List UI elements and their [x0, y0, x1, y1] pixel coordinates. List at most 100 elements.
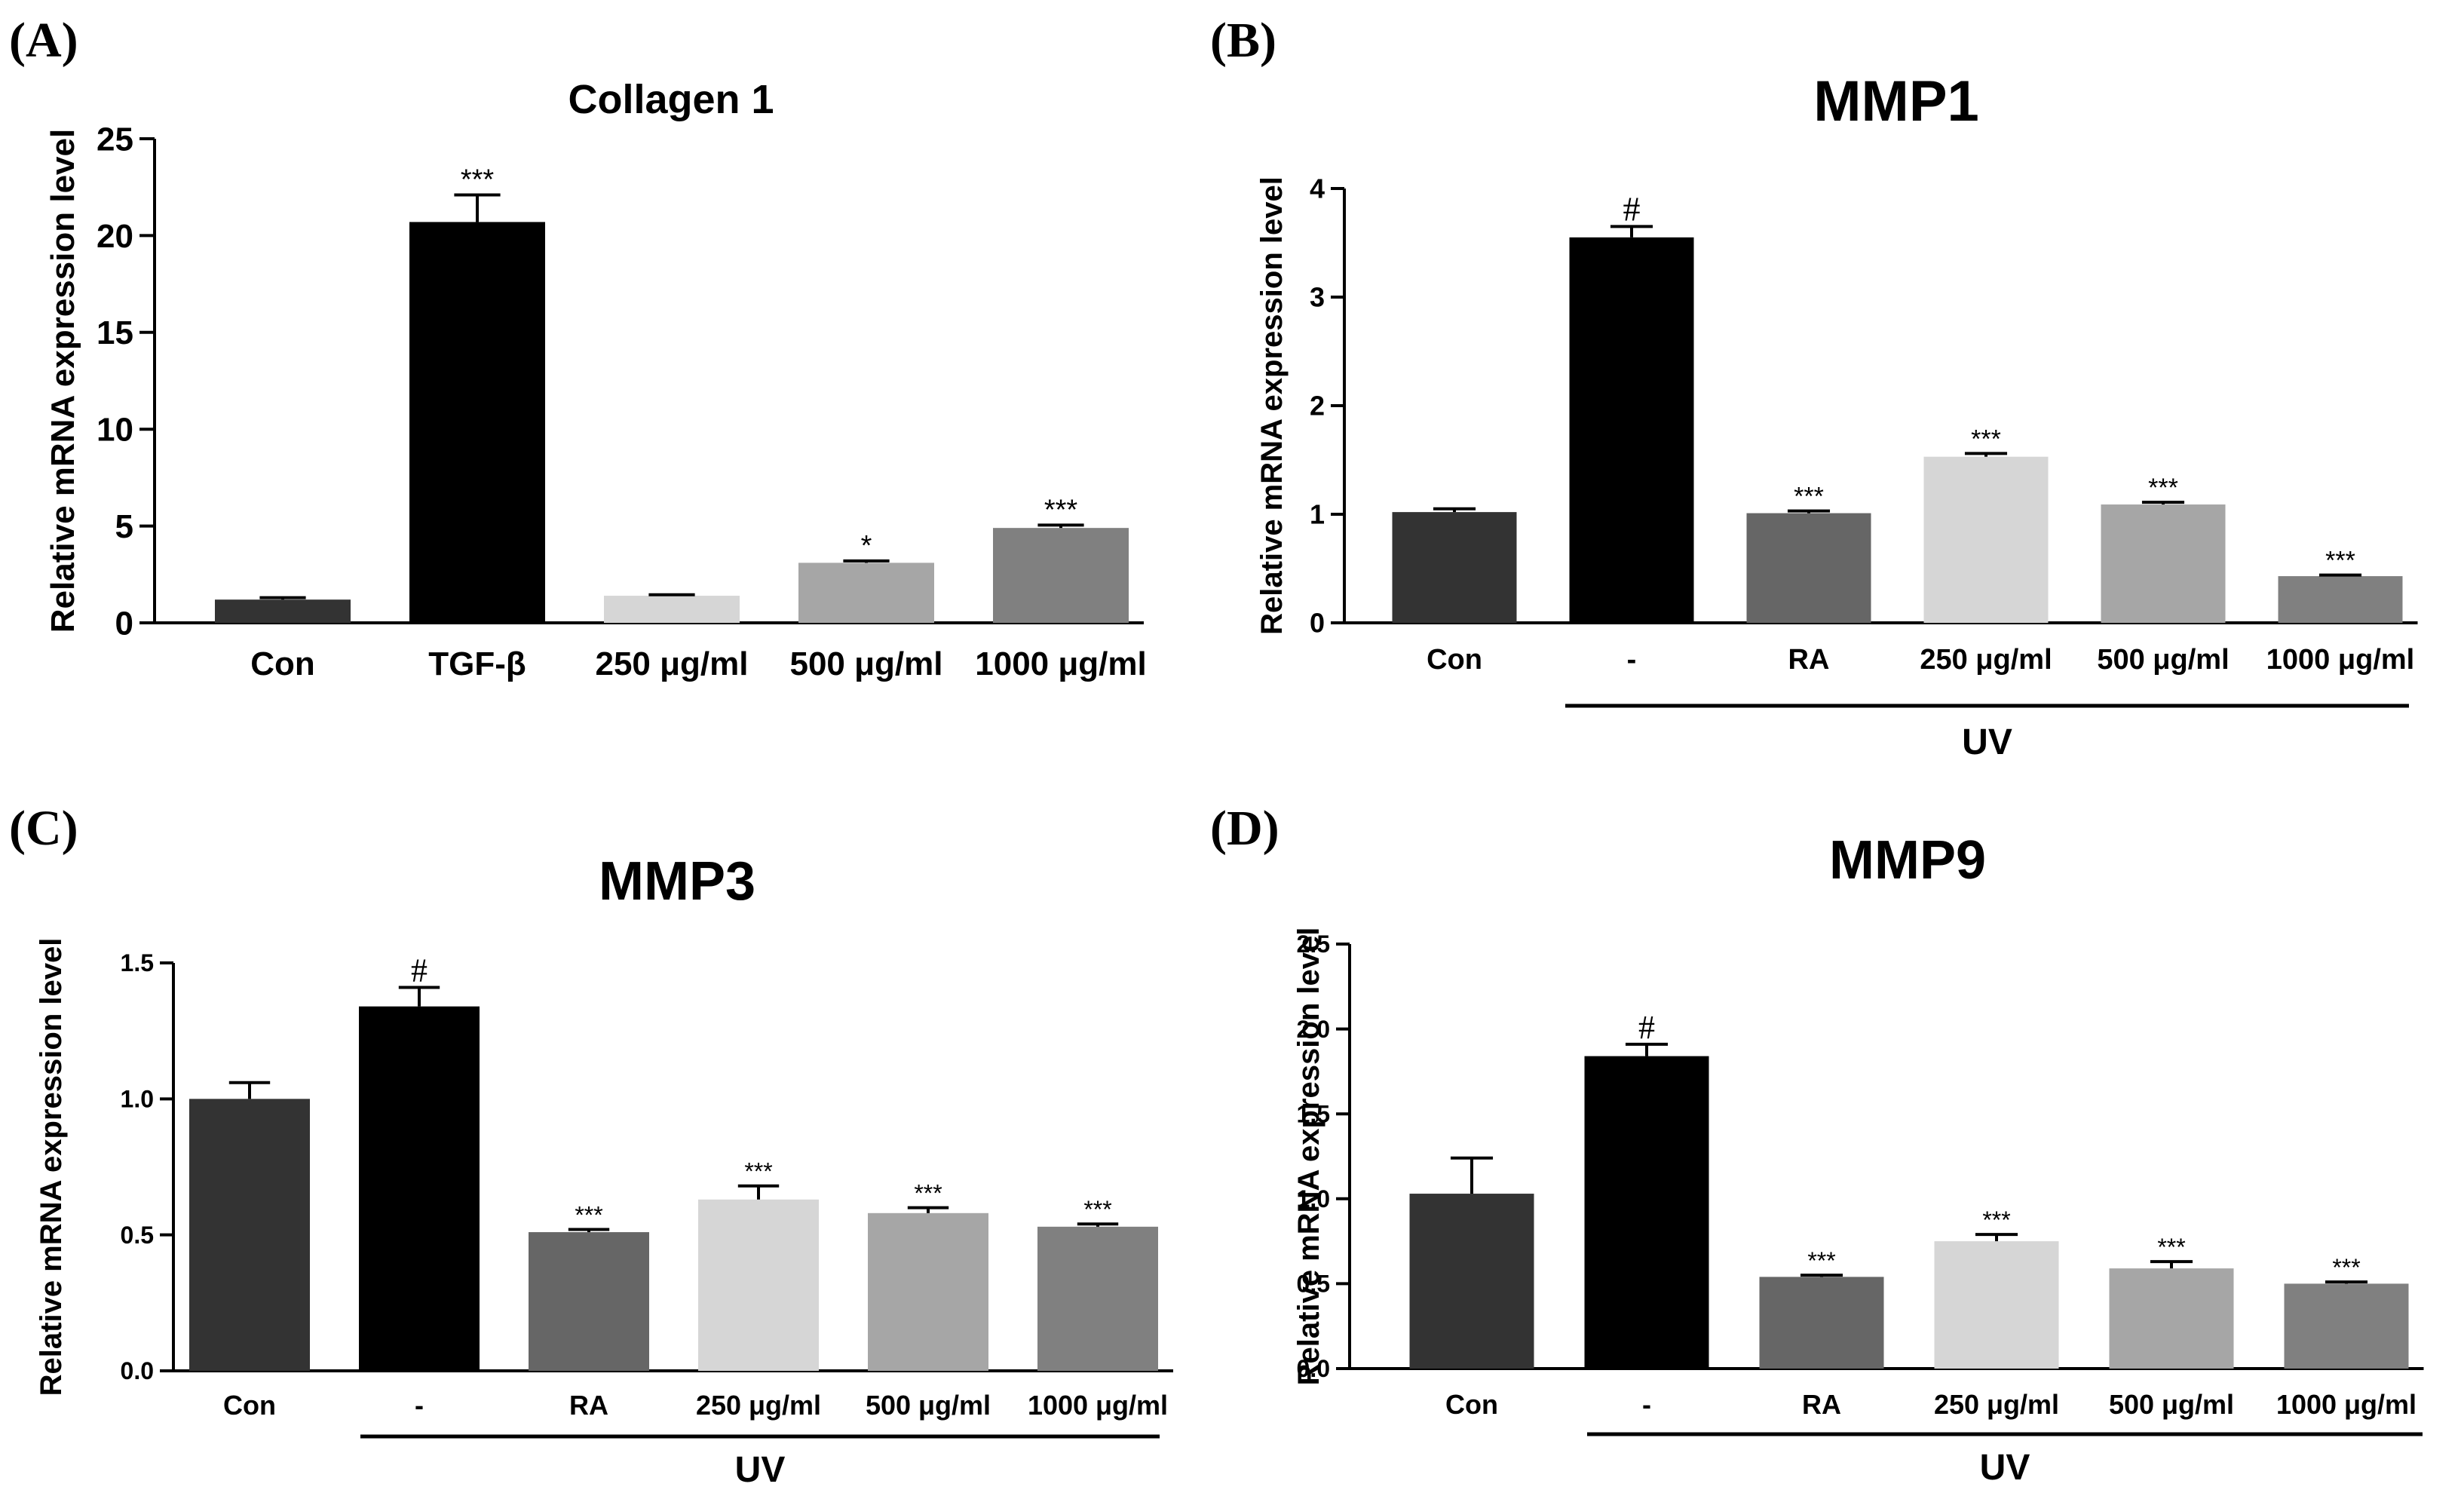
y-tick-label: 0.5	[1297, 1271, 1330, 1298]
panel-label: (B)	[1210, 13, 1276, 68]
significance-label: #	[1638, 1009, 1655, 1046]
significance-label: ***	[2148, 474, 2178, 502]
bar	[1746, 513, 1871, 623]
bar	[1409, 1194, 1534, 1369]
category-label: 250 μg/ml	[1920, 644, 2052, 676]
bar	[409, 222, 545, 623]
panel-label: (C)	[9, 801, 78, 856]
y-tick-label: 1.5	[1297, 1100, 1330, 1127]
significance-label: ***	[2157, 1234, 2185, 1261]
category-label: -	[1627, 644, 1637, 676]
panel-b: (B) MMP1 0 1 2 3 4 Relative mRNA expression lev…	[1210, 13, 2418, 762]
bar	[1037, 1226, 1158, 1371]
y-tick-label: 2	[1310, 391, 1325, 422]
bar	[1392, 512, 1517, 623]
y-tick-label: 0.0	[121, 1357, 154, 1384]
y-tick-label: 2.0	[1297, 1016, 1330, 1043]
significance-label: ***	[1044, 494, 1078, 526]
y-axis-label: Relative mRNA expression level	[35, 938, 68, 1396]
significance-label: #	[1623, 189, 1641, 228]
y-tick-label: 20	[97, 218, 133, 255]
bar	[359, 1006, 480, 1371]
significance-label: ***	[1083, 1196, 1111, 1223]
category-label: -	[1642, 1389, 1651, 1420]
category-label: RA	[1802, 1389, 1841, 1420]
y-tick-label: 0.5	[121, 1222, 154, 1249]
category-label: 250 μg/ml	[595, 645, 748, 682]
panel-c: (C) MMP3 0.0 0.5 1.0 1.5 Relative mRNA express…	[9, 801, 1173, 1490]
y-tick-label: 10	[97, 412, 133, 449]
significance-label: ***	[1794, 483, 1824, 511]
significance-label: ***	[1807, 1247, 1835, 1274]
panel-a: (A) Collagen 1 0 5 10 15 20 25 Relative mRNA exp…	[9, 13, 1147, 682]
bar	[189, 1099, 310, 1371]
significance-label: ***	[744, 1158, 772, 1185]
bar	[215, 599, 351, 623]
chart-title: MMP9	[1829, 830, 1986, 891]
chart-title: MMP3	[599, 851, 755, 912]
category-label: 500 μg/ml	[2097, 644, 2229, 676]
category-label: 250 μg/ml	[696, 1390, 821, 1421]
category-label: 1000 μg/ml	[2276, 1389, 2416, 1420]
y-tick-label: 15	[97, 314, 133, 351]
y-tick-label: 0	[1310, 608, 1325, 639]
bar	[1923, 456, 2049, 623]
bar	[2278, 576, 2403, 623]
y-tick-label: 0	[115, 605, 133, 642]
y-tick-label: 25	[97, 121, 133, 158]
category-label: 1000 μg/ml	[2266, 644, 2414, 676]
bar	[1584, 1056, 1709, 1369]
category-label: Con	[1427, 644, 1482, 676]
category-label: RA	[569, 1390, 608, 1421]
bar	[2101, 504, 2226, 623]
bar	[2109, 1268, 2234, 1369]
category-label: -	[415, 1390, 424, 1421]
significance-label: ***	[575, 1201, 602, 1228]
bar	[868, 1212, 988, 1371]
significance-label: ***	[1982, 1206, 2010, 1234]
bar	[698, 1199, 819, 1371]
category-label: 500 μg/ml	[2109, 1389, 2234, 1420]
bar	[1569, 237, 1694, 623]
y-tick-label: 4	[1310, 173, 1325, 204]
bar	[1934, 1241, 2059, 1369]
category-label: Con	[250, 645, 315, 682]
group-label: UV	[1962, 722, 2012, 762]
y-tick-label: 0.0	[1297, 1355, 1330, 1382]
bar	[2284, 1283, 2409, 1369]
significance-label: ***	[2332, 1254, 2360, 1281]
category-label: 500 μg/ml	[789, 645, 942, 682]
y-tick-label: 2.5	[1297, 930, 1330, 958]
significance-label: *	[861, 530, 872, 562]
bar	[604, 596, 740, 623]
panel-label: (A)	[9, 13, 78, 68]
y-axis-label: Relative mRNA expression level	[1292, 927, 1325, 1386]
y-tick-label: 3	[1310, 282, 1325, 313]
y-axis-label: Relative mRNA expression level	[44, 129, 81, 633]
panel-label: (D)	[1210, 801, 1280, 856]
significance-label: ***	[2325, 547, 2355, 575]
category-label: 1000 μg/ml	[975, 645, 1146, 682]
category-label: TGF-β	[428, 645, 526, 682]
bar	[798, 563, 934, 623]
chart-title: MMP1	[1813, 69, 1979, 133]
group-label: UV	[735, 1450, 786, 1490]
category-label: Con	[1445, 1389, 1498, 1420]
category-label: 1000 μg/ml	[1028, 1390, 1168, 1421]
group-label: UV	[1980, 1448, 2030, 1488]
category-label: 250 μg/ml	[1934, 1389, 2059, 1420]
bar	[529, 1232, 649, 1371]
significance-label: ***	[914, 1180, 942, 1207]
y-tick-label: 1.0	[121, 1086, 154, 1113]
significance-label: ***	[461, 164, 495, 195]
bar	[993, 528, 1129, 623]
category-label: Con	[223, 1390, 276, 1421]
y-tick-label: 1.0	[1297, 1185, 1330, 1212]
bar	[1759, 1277, 1884, 1369]
category-label: RA	[1788, 644, 1830, 676]
significance-label: #	[411, 952, 428, 989]
category-label: 500 μg/ml	[866, 1390, 991, 1421]
y-axis-label: Relative mRNA expression level	[1255, 176, 1289, 635]
